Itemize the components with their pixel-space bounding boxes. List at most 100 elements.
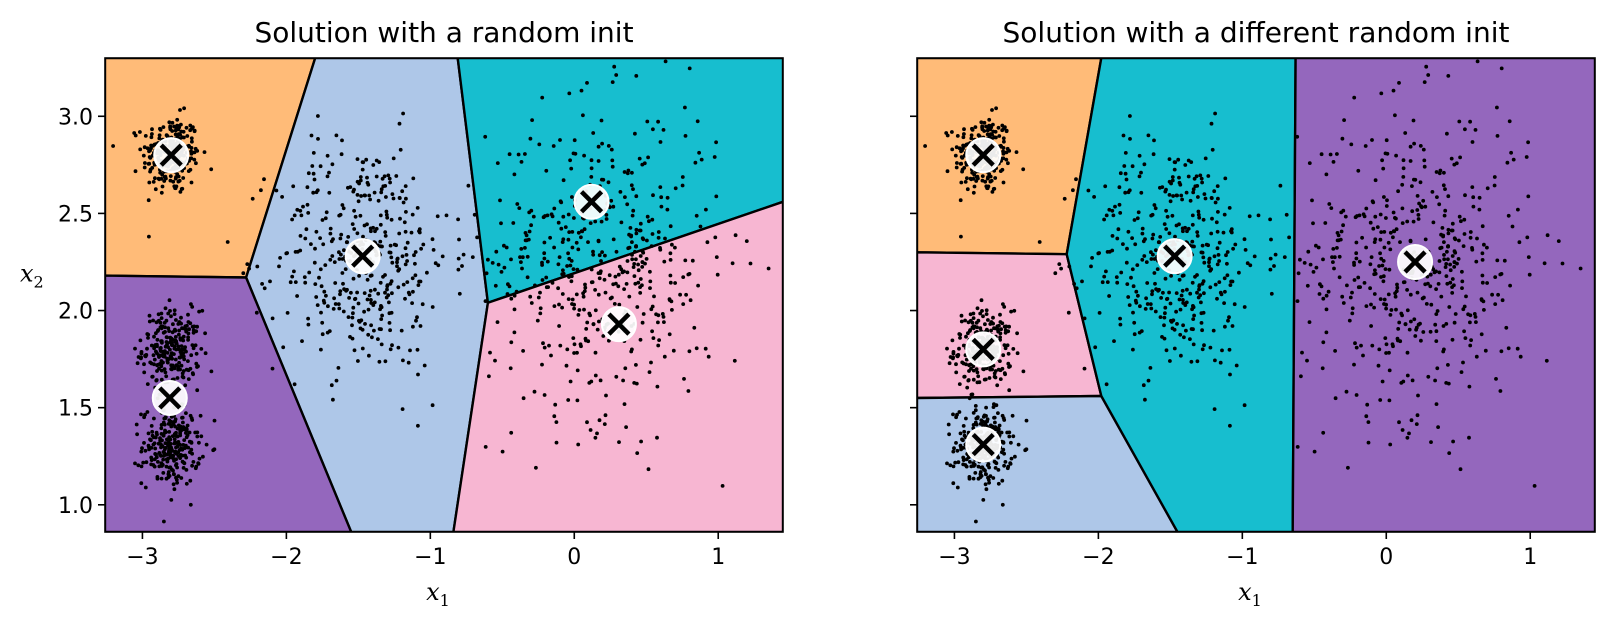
data-point <box>1468 119 1472 124</box>
data-point <box>714 255 719 259</box>
data-point <box>411 289 415 294</box>
data-point <box>1598 227 1602 231</box>
data-point <box>164 340 169 344</box>
data-point <box>1369 302 1373 307</box>
data-point <box>606 180 611 185</box>
data-point <box>570 297 575 302</box>
y-axis-label: x2 <box>20 260 44 292</box>
data-point <box>996 481 1001 486</box>
data-point <box>1003 460 1008 464</box>
data-point <box>662 354 667 359</box>
data-point <box>1092 195 1096 199</box>
data-point <box>184 125 189 130</box>
data-point <box>619 267 624 272</box>
data-point <box>1518 354 1523 359</box>
data-point <box>970 170 975 175</box>
data-point <box>378 222 383 227</box>
data-point <box>951 481 956 486</box>
data-point <box>1434 339 1439 343</box>
data-point <box>162 179 167 183</box>
data-point <box>327 170 331 175</box>
data-point <box>634 244 638 249</box>
data-point <box>154 320 159 325</box>
data-point <box>1445 131 1449 136</box>
data-point <box>563 225 568 230</box>
data-point <box>184 455 189 460</box>
data-point <box>981 498 986 502</box>
data-point <box>179 122 183 127</box>
data-point <box>1437 202 1442 207</box>
data-point <box>290 217 294 222</box>
data-point <box>639 439 643 444</box>
data-point <box>1002 343 1007 347</box>
data-point <box>1446 194 1451 199</box>
data-point <box>568 263 573 268</box>
data-point <box>1421 147 1426 152</box>
data-point <box>959 313 964 318</box>
data-point <box>343 267 348 271</box>
data-point <box>1210 216 1214 221</box>
data-point <box>1502 258 1507 263</box>
data-point <box>526 237 531 242</box>
data-point <box>321 298 326 303</box>
data-point <box>156 328 161 332</box>
data-point <box>581 113 585 118</box>
data-point <box>1450 291 1455 295</box>
data-point <box>1483 348 1488 353</box>
data-point <box>641 237 646 242</box>
data-point <box>188 502 193 507</box>
data-point <box>1434 402 1439 406</box>
data-point <box>159 324 164 329</box>
data-point <box>1008 462 1013 466</box>
data-point <box>1222 276 1227 281</box>
data-point <box>1398 240 1402 245</box>
data-point <box>661 315 666 319</box>
data-point <box>996 411 1000 415</box>
data-point <box>1124 260 1129 265</box>
data-point <box>143 134 148 138</box>
data-point <box>175 444 180 449</box>
data-point <box>1480 258 1485 262</box>
data-point <box>494 249 499 254</box>
data-point <box>602 277 607 282</box>
data-point <box>159 364 164 369</box>
data-point <box>1434 287 1438 291</box>
data-point <box>967 396 972 401</box>
data-point <box>529 208 534 213</box>
data-point <box>181 129 186 134</box>
data-point <box>1207 264 1211 269</box>
data-point <box>369 298 373 302</box>
data-point <box>1195 290 1199 295</box>
data-point <box>328 226 333 231</box>
data-point <box>960 360 965 365</box>
data-point <box>406 290 411 295</box>
data-point <box>1192 244 1196 249</box>
data-point <box>163 306 168 311</box>
data-point <box>598 378 603 383</box>
data-point <box>575 267 580 272</box>
data-point <box>179 476 184 480</box>
data-point <box>1247 214 1252 219</box>
data-point <box>358 178 363 183</box>
data-point <box>984 124 988 129</box>
data-point <box>366 182 371 187</box>
data-point <box>1174 291 1179 295</box>
data-point <box>1443 208 1448 213</box>
data-point <box>998 320 1003 324</box>
data-point <box>404 253 409 257</box>
data-point <box>648 269 652 274</box>
data-point <box>1200 328 1204 333</box>
data-point <box>1164 227 1169 231</box>
data-point <box>1525 235 1530 240</box>
data-point <box>171 422 176 427</box>
data-point <box>645 119 650 124</box>
data-point <box>997 423 1002 428</box>
data-point <box>333 302 338 306</box>
data-point <box>512 330 517 335</box>
data-point <box>1152 203 1157 207</box>
data-point <box>523 152 527 156</box>
data-point <box>973 404 978 408</box>
data-point <box>1300 350 1304 355</box>
data-point <box>202 150 207 155</box>
data-point <box>190 126 194 131</box>
